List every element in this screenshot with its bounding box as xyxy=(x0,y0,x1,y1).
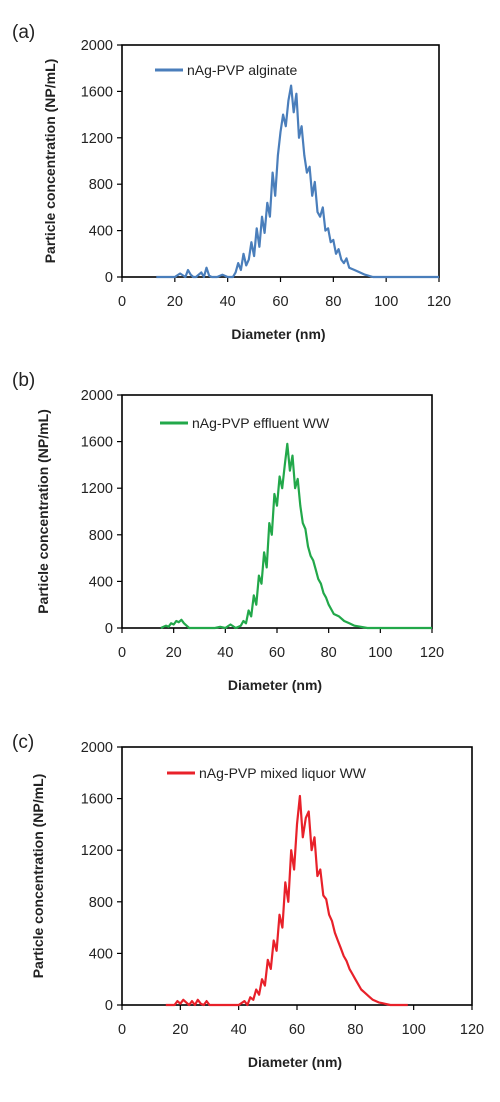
x-tick-label: 40 xyxy=(217,645,233,661)
panel-label: (b) xyxy=(12,370,36,391)
panel-label: (c) xyxy=(12,732,35,753)
legend-label: nAg-PVP effluent WW xyxy=(192,415,330,431)
x-tick-label: 20 xyxy=(172,1022,188,1038)
chart-b-svg: 0 400 800 1200 1600 2000 0 20 40 60 80 100 120 Diamet… xyxy=(35,388,444,693)
x-tick-label: 0 xyxy=(118,294,126,310)
y-tick-label: 1200 xyxy=(81,131,113,147)
y-tick-label: 400 xyxy=(89,224,113,240)
chart-panel-a: (a) 0 400 800 1200 1600 2000 0 20 40 60 80 100 120 Di… xyxy=(0,0,500,360)
x-tick-label: 120 xyxy=(427,294,451,310)
series-line xyxy=(160,442,432,630)
x-tick-label: 100 xyxy=(402,1022,426,1038)
x-tick-label: 0 xyxy=(118,1022,126,1038)
x-tick-label: 60 xyxy=(269,645,285,661)
x-tick-label: 60 xyxy=(272,294,288,310)
chart-c-svg: 0 400 800 1200 1600 2000 0 20 40 60 80 100 120 Diamet… xyxy=(30,740,484,1070)
y-axis-title: Particle concentration (NP/mL) xyxy=(42,59,58,264)
y-tick-label: 1600 xyxy=(81,792,113,808)
y-tick-label: 400 xyxy=(89,946,113,962)
x-tick-label: 60 xyxy=(289,1022,305,1038)
y-tick-label: 0 xyxy=(105,998,113,1014)
panel-label: (a) xyxy=(12,22,36,43)
y-tick-label: 1200 xyxy=(81,843,113,859)
x-tick-label: 80 xyxy=(321,645,337,661)
x-axis-title: Diameter (nm) xyxy=(231,326,325,342)
y-tick-label: 800 xyxy=(89,177,113,193)
y-axis-title: Particle concentration (NP/mL) xyxy=(35,409,51,614)
y-tick-label: 1600 xyxy=(81,84,113,100)
legend-label: nAg-PVP alginate xyxy=(187,62,297,78)
x-tick-label: 40 xyxy=(231,1022,247,1038)
y-tick-label: 400 xyxy=(89,574,113,590)
x-tick-label: 40 xyxy=(220,294,236,310)
x-axis-title: Diameter (nm) xyxy=(228,677,322,693)
x-tick-label: 100 xyxy=(368,645,392,661)
x-tick-label: 80 xyxy=(325,294,341,310)
y-tick-label: 2000 xyxy=(81,740,113,756)
y-tick-label: 0 xyxy=(105,621,113,637)
x-tick-label: 100 xyxy=(374,294,398,310)
chart-panel-b: (b) 0 400 800 1200 1600 2000 0 20 40 60 80 100 120 Di… xyxy=(0,350,500,710)
series-line xyxy=(156,84,439,279)
y-tick-label: 0 xyxy=(105,270,113,286)
y-tick-label: 2000 xyxy=(81,38,113,54)
x-tick-label: 20 xyxy=(166,645,182,661)
y-tick-label: 1600 xyxy=(81,435,113,451)
plot-frame xyxy=(121,44,440,278)
y-axis-title: Particle concentration (NP/mL) xyxy=(30,774,46,979)
x-tick-label: 20 xyxy=(167,294,183,310)
y-tick-label: 800 xyxy=(89,528,113,544)
x-axis-title: Diameter (nm) xyxy=(248,1054,342,1070)
x-tick-label: 0 xyxy=(118,645,126,661)
legend-label: nAg-PVP mixed liquor WW xyxy=(199,765,367,781)
x-tick-label: 120 xyxy=(460,1022,484,1038)
series-line xyxy=(165,794,408,1007)
y-tick-label: 800 xyxy=(89,895,113,911)
x-tick-label: 80 xyxy=(347,1022,363,1038)
chart-a-svg: 0 400 800 1200 1600 2000 0 20 40 60 80 100 120 Diamet… xyxy=(42,38,451,342)
plot-frame xyxy=(121,746,473,1006)
x-tick-label: 120 xyxy=(420,645,444,661)
y-tick-label: 1200 xyxy=(81,481,113,497)
chart-panel-c: (c) 0 400 800 1200 1600 2000 0 20 40 60 80 100 120 Di… xyxy=(0,720,500,1080)
y-tick-label: 2000 xyxy=(81,388,113,404)
